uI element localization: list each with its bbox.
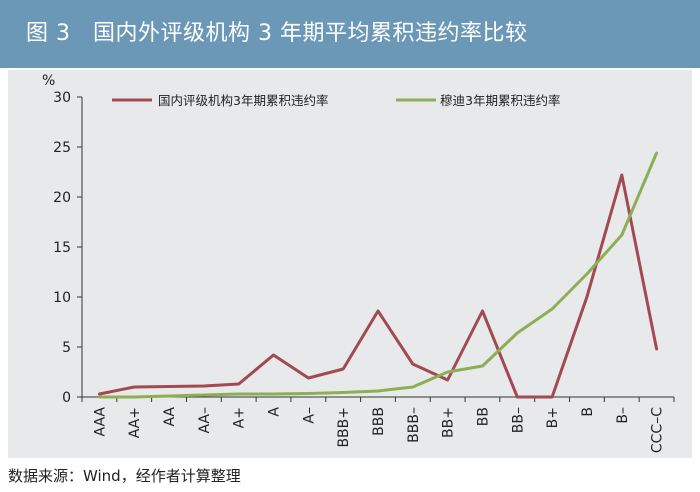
y-tick-label: 10 — [53, 290, 71, 306]
y-tick-label: 0 — [62, 390, 71, 406]
y-tick-label: 20 — [53, 190, 71, 206]
y-tick-label: 5 — [62, 340, 71, 356]
figure-header: 图 3 国内外评级机构 3 年期平均累积违约率比较 — [0, 0, 700, 68]
figure-title: 图 3 国内外评级机构 3 年期平均累积违约率比较 — [26, 21, 528, 46]
legend-label-1: 国内评级机构3年期累积违约率 — [158, 93, 328, 108]
x-tick-label: A — [267, 407, 283, 417]
x-tick-label: AA– — [197, 407, 213, 434]
x-tick-label: BBB — [371, 407, 387, 436]
x-tick-label: AAA — [92, 407, 108, 437]
x-tick-label: B — [580, 407, 596, 417]
x-tick-label: B– — [615, 407, 631, 424]
y-tick-label: 30 — [53, 90, 71, 106]
x-tick-label: B+ — [545, 407, 561, 428]
x-tick-label: AA+ — [127, 407, 143, 438]
y-tick-label: 15 — [53, 240, 71, 256]
y-tick-label: 25 — [53, 140, 71, 156]
x-tick-label: BBB+ — [336, 407, 352, 448]
legend-label-2: 穆迪3年期累积违约率 — [440, 93, 560, 108]
x-tick-label: BBB– — [406, 407, 422, 443]
x-tick-label: BB+ — [441, 407, 457, 438]
x-tick-label: BB — [475, 407, 491, 426]
x-tick-label: AA — [162, 407, 178, 427]
y-axis-unit: % — [42, 73, 55, 89]
x-tick-label: BB– — [510, 407, 526, 433]
source-note: 数据来源：Wind，经作者计算整理 — [8, 467, 241, 485]
x-tick-label: CCC–C — [650, 407, 666, 453]
series-line-1 — [97, 173, 659, 399]
chart-panel: 0 5 10 15 20 25 30% AAA AA+ AA AA– A+ A A– BBB+ BBB BBB–… — [8, 70, 692, 458]
x-tick-label: A+ — [232, 407, 248, 428]
series-line-2 — [97, 151, 659, 399]
x-tick-label: A– — [301, 407, 317, 424]
